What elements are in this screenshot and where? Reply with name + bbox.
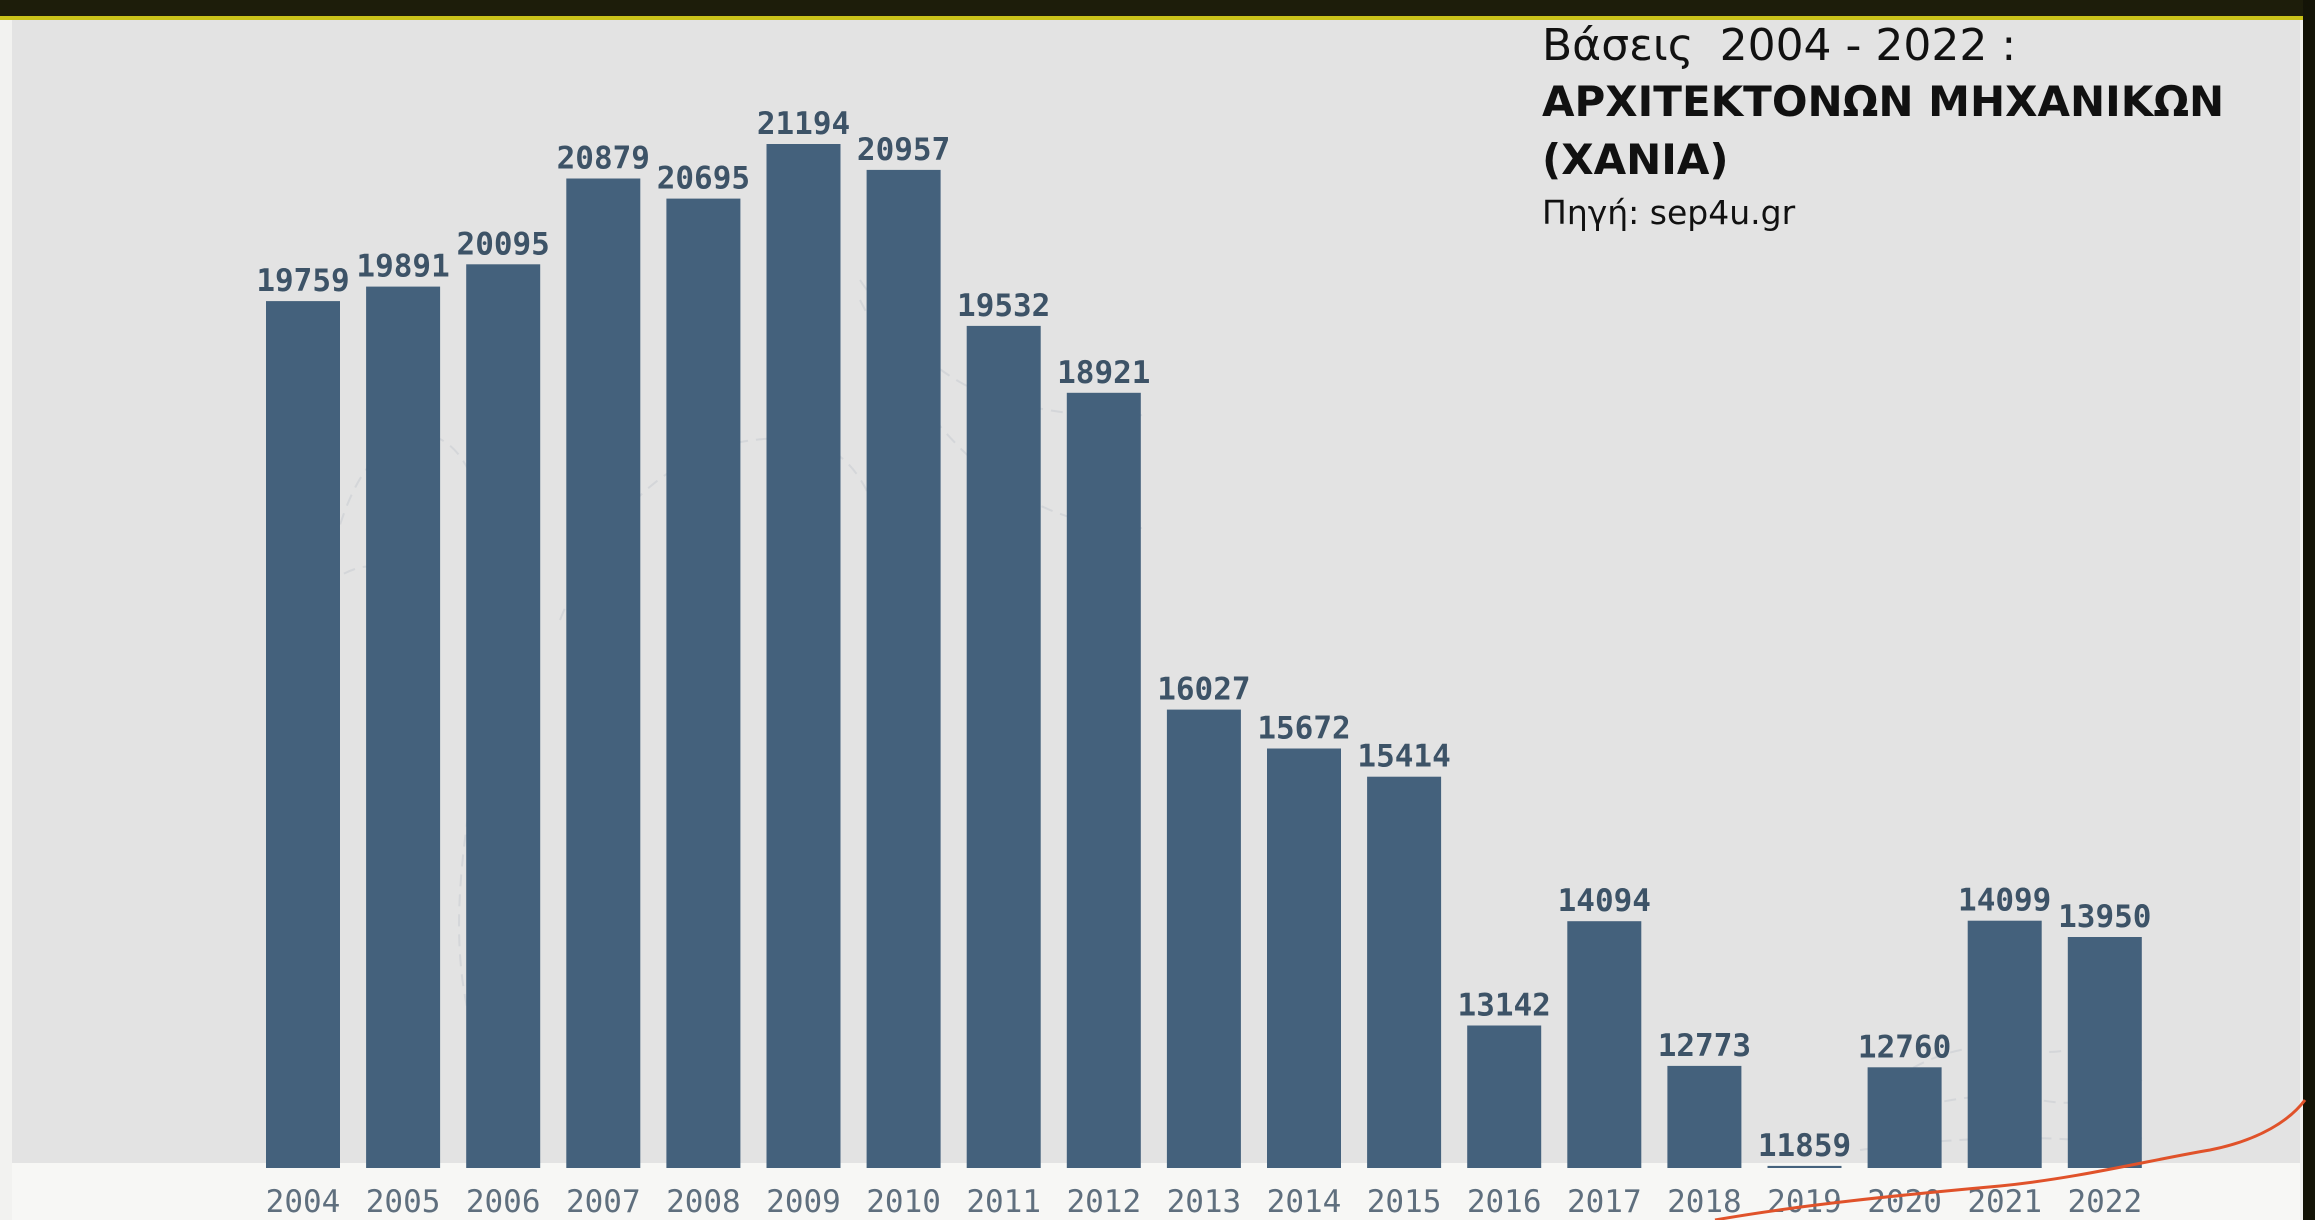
value-label-2010: 20957	[857, 132, 950, 168]
info-prefix: Βάσεις	[1542, 20, 1694, 71]
bar-2018	[1667, 1065, 1742, 1168]
accent-line	[0, 16, 2315, 20]
value-label-2017: 14094	[1558, 883, 1651, 919]
x-tick-2004: 2004	[266, 1184, 341, 1220]
bar-2006	[466, 264, 541, 1168]
x-tick-2020: 2020	[1867, 1184, 1942, 1220]
x-tick-2010: 2010	[866, 1184, 941, 1220]
x-tick-2009: 2009	[766, 1184, 841, 1220]
value-label-2007: 20879	[557, 141, 650, 177]
bar-2016	[1467, 1025, 1542, 1168]
bar-2022	[2067, 937, 2142, 1168]
value-label-2015: 15414	[1357, 739, 1450, 775]
axis-strip	[12, 1163, 2300, 1220]
x-tick-2021: 2021	[1967, 1184, 2042, 1220]
value-label-2011: 19532	[957, 288, 1050, 324]
bar-2008	[666, 198, 741, 1169]
value-label-2019: 11859	[1758, 1128, 1851, 1164]
right-border	[2303, 0, 2315, 1220]
bar-2007	[566, 178, 641, 1168]
x-tick-2014: 2014	[1267, 1184, 1342, 1220]
chart-info: Βάσεις 2004 - 2022 : ΑΡΧΙΤΕΚΤΟΝΩΝ ΜΗΧΑΝΙΚ…	[1542, 20, 2242, 232]
value-label-2006: 20095	[457, 226, 550, 262]
bar-2004	[266, 301, 340, 1169]
value-label-2016: 13142	[1458, 988, 1551, 1024]
bar-2015	[1367, 776, 1442, 1168]
x-tick-2011: 2011	[966, 1184, 1041, 1220]
bar-2005	[366, 286, 441, 1169]
bar-2021	[1967, 920, 2042, 1168]
value-label-2018: 12773	[1658, 1028, 1751, 1064]
x-tick-2013: 2013	[1167, 1184, 1242, 1220]
x-tick-2022: 2022	[2067, 1184, 2142, 1220]
value-label-2009: 21194	[757, 106, 850, 142]
x-tick-2006: 2006	[466, 1184, 541, 1220]
value-label-2013: 16027	[1157, 672, 1250, 708]
value-label-2021: 14099	[1958, 883, 2051, 919]
trend-line	[1714, 1099, 2307, 1220]
x-tick-2012: 2012	[1066, 1184, 1141, 1220]
x-tick-2008: 2008	[666, 1184, 741, 1220]
bar-2017	[1567, 921, 1642, 1168]
value-label-2012: 18921	[1057, 355, 1150, 391]
value-label-2022: 13950	[2058, 899, 2151, 935]
value-label-2020: 12760	[1858, 1029, 1951, 1065]
bar-2013	[1166, 709, 1241, 1168]
x-tick-2007: 2007	[566, 1184, 641, 1220]
info-range: 2004 - 2022 :	[1719, 20, 2017, 71]
x-tick-2016: 2016	[1467, 1184, 1542, 1220]
info-subject: ΑΡΧΙΤΕΚΤΟΝΩΝ ΜΗΧΑΝΙΚΩΝ (ΧΑΝΙΑ)	[1542, 77, 2225, 184]
bar-2011	[966, 325, 1041, 1168]
x-tick-2005: 2005	[366, 1184, 441, 1220]
info-title-line: Βάσεις 2004 - 2022 :	[1542, 20, 2242, 71]
bar-2020	[1867, 1067, 1942, 1168]
value-label-2004: 19759	[256, 263, 349, 299]
value-label-2005: 19891	[356, 249, 449, 285]
x-tick-2018: 2018	[1667, 1184, 1742, 1220]
bar-2010	[866, 169, 941, 1168]
info-source: Πηγή: sep4u.gr	[1542, 193, 1796, 232]
top-border	[0, 0, 2315, 18]
x-tick-2017: 2017	[1567, 1184, 1642, 1220]
value-label-2008: 20695	[657, 161, 750, 197]
bar-2019	[1767, 1165, 1842, 1168]
bar-2012	[1066, 392, 1141, 1168]
bar-2014	[1267, 748, 1341, 1168]
x-tick-2019: 2019	[1767, 1184, 1842, 1220]
value-label-2014: 15672	[1257, 711, 1350, 747]
x-tick-2015: 2015	[1367, 1184, 1442, 1220]
bar-2009	[766, 144, 841, 1168]
